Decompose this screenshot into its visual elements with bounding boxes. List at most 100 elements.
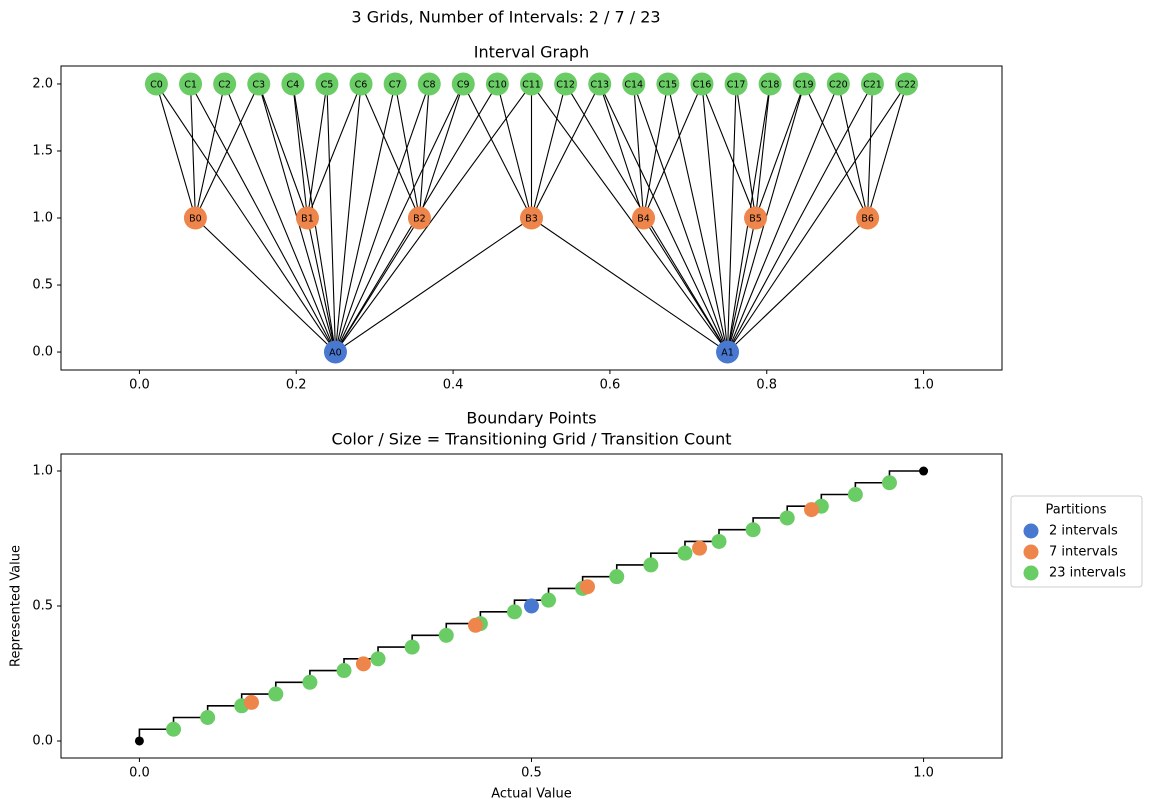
legend-marker	[1023, 565, 1039, 581]
node	[860, 72, 884, 96]
edge	[418, 83, 464, 219]
node-label: C6	[355, 79, 368, 90]
node	[323, 340, 347, 364]
node-label: B2	[413, 214, 426, 225]
node-label: C10	[488, 79, 507, 90]
edge	[189, 83, 196, 219]
point	[711, 533, 727, 549]
edge	[418, 83, 430, 219]
point	[524, 598, 539, 614]
node	[758, 72, 782, 96]
x-tick-label: 1.0	[913, 766, 934, 781]
node	[451, 72, 475, 96]
axes-title: Boundary Points	[466, 409, 596, 428]
edge	[194, 83, 260, 219]
node-label: C8	[423, 79, 436, 90]
x-axis-label: Actual Value	[491, 787, 572, 802]
edge	[727, 217, 757, 353]
x-tick-label: 0.8	[756, 378, 777, 393]
point	[268, 686, 284, 702]
node-label: C21	[863, 79, 882, 90]
y-tick-label: 0.5	[32, 599, 53, 614]
y-axis-label: Represented Value	[9, 545, 24, 667]
edge	[633, 83, 729, 353]
point	[506, 604, 522, 620]
point	[579, 579, 595, 595]
node	[622, 72, 646, 96]
node-label: C12	[556, 79, 575, 90]
y-tick-label: 0.0	[32, 733, 53, 748]
edge	[155, 83, 196, 219]
node	[247, 72, 271, 96]
edge	[306, 83, 362, 219]
x-tick-label: 1.0	[913, 378, 934, 393]
x-tick-label: 0.0	[129, 766, 150, 781]
edge	[335, 83, 532, 353]
y-tick-label: 1.0	[32, 211, 53, 226]
edge	[258, 83, 308, 219]
edge	[194, 83, 226, 219]
node	[295, 206, 319, 230]
edge	[701, 83, 729, 353]
node-label: C18	[761, 79, 780, 90]
edge	[496, 83, 533, 219]
edge	[803, 83, 869, 219]
axes-title: Interval Graph	[474, 43, 589, 62]
point	[404, 639, 420, 655]
node-label: B3	[525, 214, 538, 225]
edge	[735, 83, 757, 219]
node-label: B5	[749, 214, 762, 225]
node	[895, 72, 919, 96]
node	[179, 72, 203, 96]
node-label: C11	[522, 79, 541, 90]
edge	[326, 83, 337, 353]
point	[166, 721, 182, 737]
edge	[643, 83, 703, 219]
edge	[727, 83, 839, 353]
edge	[155, 83, 336, 353]
node	[144, 72, 168, 96]
x-tick-label: 0.0	[129, 378, 150, 393]
node	[690, 72, 714, 96]
figure-title: 3 Grids, Number of Intervals: 2 / 7 / 23	[351, 8, 660, 27]
node	[632, 206, 656, 230]
edge	[462, 83, 532, 219]
edge	[334, 83, 362, 353]
node-label: A0	[329, 348, 342, 359]
edge	[727, 217, 868, 353]
endpoint	[134, 736, 144, 746]
edge	[292, 83, 309, 219]
edge	[726, 83, 737, 353]
legend-label: 23 intervals	[1049, 566, 1126, 581]
edge	[360, 83, 420, 219]
node	[349, 72, 373, 96]
node	[520, 72, 543, 96]
edge	[643, 83, 669, 219]
node	[716, 340, 740, 364]
node-label: C14	[624, 79, 643, 90]
node-label: C17	[727, 79, 746, 90]
point	[468, 617, 484, 633]
node	[281, 72, 305, 96]
edge	[334, 83, 430, 353]
endpoint	[919, 466, 929, 476]
x-tick-label: 0.5	[521, 766, 542, 781]
node-label: C20	[829, 79, 848, 90]
node	[792, 72, 816, 96]
node	[417, 72, 441, 96]
node	[315, 72, 339, 96]
node	[485, 72, 509, 96]
edge	[531, 217, 728, 353]
legend-label: 7 intervals	[1049, 545, 1118, 560]
legend-marker	[1023, 523, 1039, 539]
edge	[334, 83, 464, 353]
node-label: C7	[389, 79, 402, 90]
edge	[224, 83, 336, 353]
point	[370, 651, 386, 667]
legend-title: Partitions	[1046, 503, 1107, 518]
node	[183, 206, 207, 230]
edge	[599, 83, 729, 353]
node	[826, 72, 850, 96]
